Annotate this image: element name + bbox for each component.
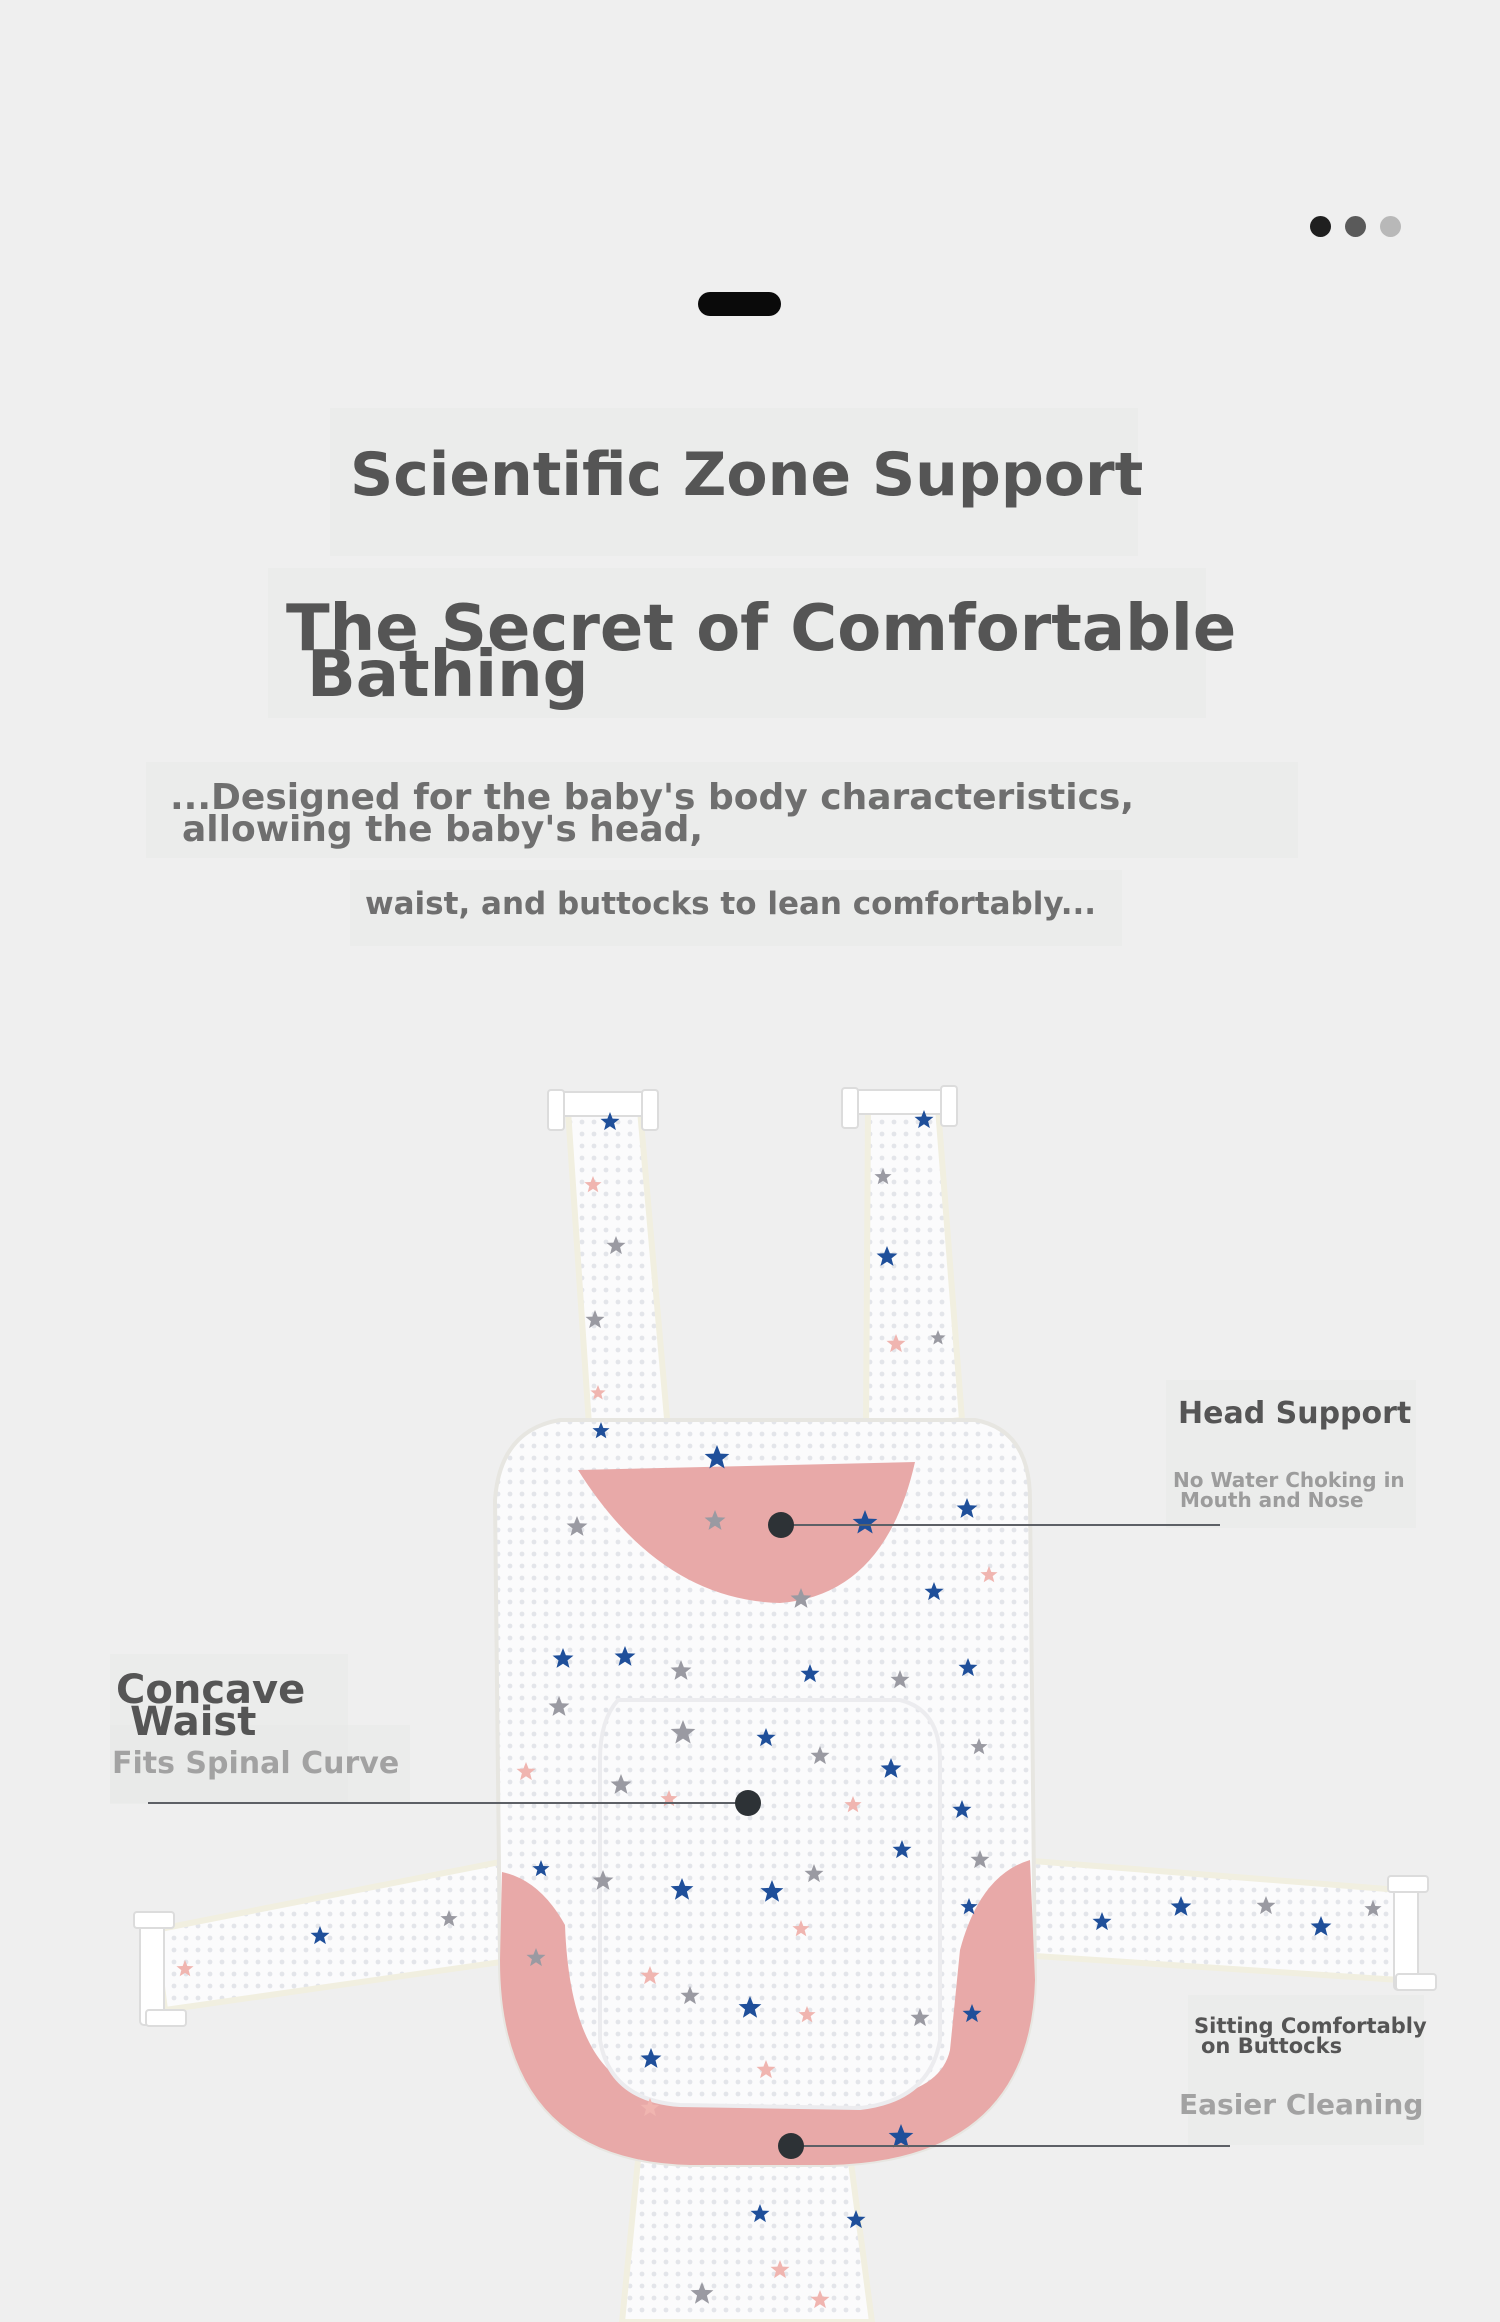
head-support-title: Head Support — [1178, 1396, 1412, 1431]
description-panel-2: waist, and buttocks to lean comfortably.… — [350, 870, 1122, 946]
description-line1: ...Designed for the baby's body characte… — [170, 777, 1135, 818]
side-strap-right — [1017, 1856, 1437, 1991]
concave-waist-leader-line — [148, 1802, 748, 1804]
carousel-dot-2[interactable] — [1345, 216, 1366, 237]
concave-waist-anchor-dot — [735, 1790, 761, 1816]
carousel-indicator[interactable] — [1310, 216, 1401, 237]
head-support-note-line2: Mouth and Nose — [1180, 1488, 1364, 1512]
concave-waist-title-line2: Waist — [130, 1699, 257, 1745]
head-support-leader-line — [780, 1524, 1220, 1526]
description-panel: ...Designed for the baby's body characte… — [146, 762, 1298, 858]
headline-subtitle-line2: Bathing — [307, 638, 589, 712]
head-cushion — [578, 1462, 915, 1603]
head-support-callout-panel — [1166, 1380, 1416, 1528]
concave-waist-note-panel — [110, 1725, 410, 1803]
buttocks-title-line2: on Buttocks — [1201, 2034, 1343, 2058]
carousel-dot-3[interactable] — [1380, 216, 1401, 237]
buttocks-title-line1: Sitting Comfortably — [1194, 2014, 1427, 2038]
buttocks-leader-line — [790, 2145, 1230, 2147]
top-strap-left — [547, 1089, 672, 1444]
buttocks-note: Easier Cleaning — [1179, 2088, 1424, 2121]
headline-subtitle-panel: The Secret of Comfortable Bathing — [268, 568, 1236, 718]
carousel-dot-1[interactable] — [1310, 216, 1331, 237]
buttocks-callout-panel — [1188, 1995, 1424, 2145]
seat-pad-inner — [598, 1698, 942, 2111]
description-line3: waist, and buttocks to lean comfortably.… — [365, 886, 1097, 922]
concave-waist-note: Fits Spinal Curve — [112, 1746, 400, 1781]
description-line2: allowing the baby's head, — [182, 809, 704, 850]
head-support-note-line1: No Water Choking in — [1173, 1468, 1405, 1492]
bottom-strap — [618, 2137, 876, 2322]
concave-waist-title-line1: Concave — [116, 1667, 306, 1713]
headline-title-panel: Scientific Zone Support — [330, 408, 1143, 556]
top-strap-right — [841, 1085, 966, 1434]
buttocks-anchor-dot — [778, 2133, 804, 2159]
headline-subtitle-line1: The Secret of Comfortable — [286, 592, 1237, 666]
section-divider-pill — [698, 292, 781, 316]
headline-title: Scientific Zone Support — [350, 440, 1144, 510]
head-support-anchor-dot — [768, 1512, 794, 1538]
